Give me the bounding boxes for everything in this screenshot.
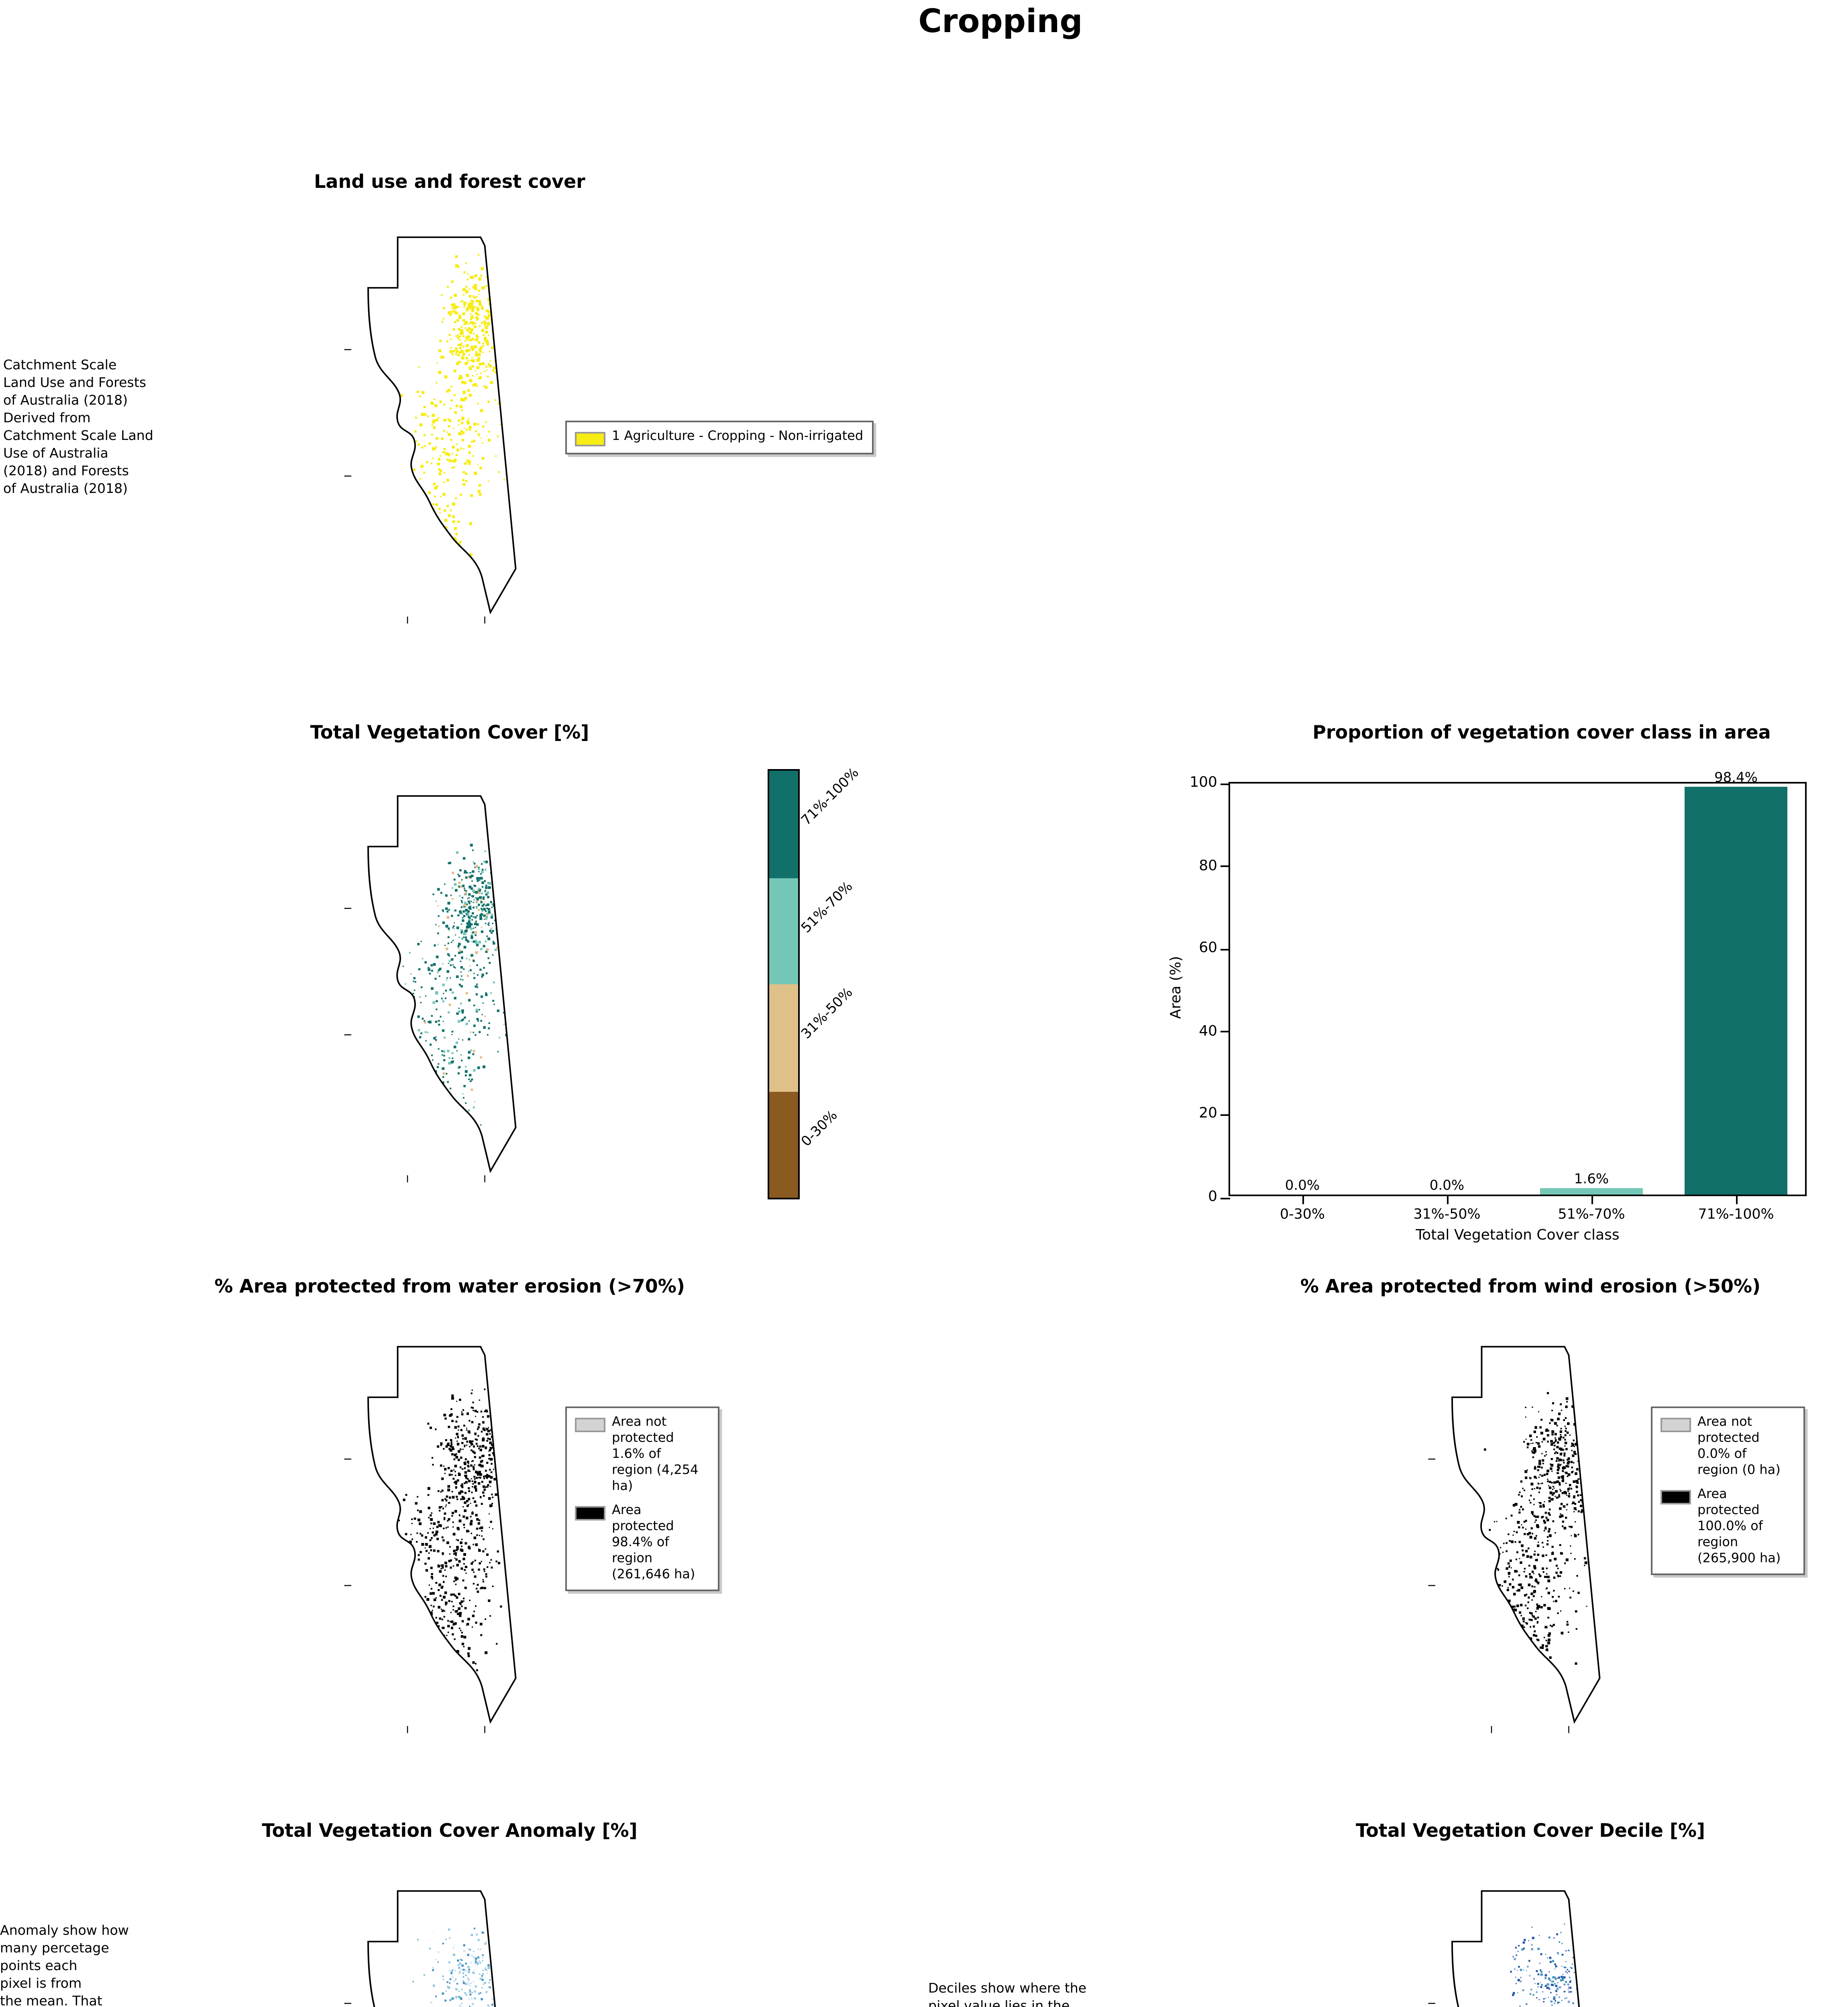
x-axis-tick-label: 51%-70%: [1558, 1207, 1625, 1223]
decile-title: Total Vegetation Cover Decile [%]: [1355, 1819, 1705, 1842]
legend-entry: Area protected 98.4% of region (261,646 …: [575, 1503, 710, 1583]
page-title: Cropping: [918, 2, 1083, 40]
legend-swatch-cropping: [575, 432, 605, 446]
legend-swatch-not-protected: [575, 1418, 605, 1432]
legend-entry: 1 Agriculture - Cropping - Non-irrigated: [575, 429, 863, 446]
water-erosion-title: % Area protected from water erosion (>70…: [214, 1275, 685, 1297]
x-axis-tick-label: 0-30%: [1280, 1207, 1325, 1223]
colorbar-class-label: 51%-70%: [799, 879, 857, 937]
bar-value-label: 0.0%: [1285, 1179, 1320, 1195]
proportion-chart-title: Proportion of vegetation cover class in …: [1312, 721, 1771, 743]
colorbar-class-label: 31%-50%: [799, 985, 857, 1044]
x-axis-tick-label: 31%-50%: [1413, 1207, 1481, 1223]
y-axis-tick-label: 0: [1208, 1190, 1217, 1206]
proportion-chart: 0 20 40 60 80 100 0.0% 0-30% 0.0% 31%-50% 1.6% 51%-…: [1190, 771, 1807, 1223]
landuse-title: Land use and forest cover: [314, 170, 585, 193]
legend-label-cropping: 1 Agriculture - Cropping - Non-irrigated: [612, 429, 864, 443]
y-axis-tick-label: 100: [1190, 776, 1217, 792]
legend-entry: Area not protected 0.0% of region (0 ha): [1661, 1415, 1795, 1479]
colorbar-class-label: 0-30%: [799, 1107, 841, 1150]
legend-swatch-protected: [1661, 1490, 1691, 1504]
x-axis-tick-label: 71%-100%: [1698, 1207, 1774, 1223]
y-axis-tick-label: 20: [1199, 1107, 1217, 1123]
y-axis-tick-label: 40: [1199, 1024, 1217, 1040]
water-erosion-map: [337, 1317, 562, 1753]
bar-value-label: 0.0%: [1429, 1179, 1465, 1195]
landuse-caption: Catchment Scale Land Use and Forests of …: [3, 356, 153, 496]
y-axis-tick-label: 80: [1199, 858, 1217, 875]
legend-label-protected: Area protected 100.0% of region (265,900…: [1697, 1487, 1781, 1565]
bar-71%-100%: [1684, 787, 1788, 1195]
legend-swatch-not-protected: [1661, 1418, 1691, 1432]
bar-value-label: 98.4%: [1714, 771, 1758, 787]
anomaly-title: Total Vegetation Cover Anomaly [%]: [262, 1819, 638, 1842]
legend-label-protected: Area protected 98.4% of region (261,646 …: [612, 1503, 695, 1582]
y-axis-tick-label: 60: [1199, 941, 1217, 957]
decile-caption: Deciles show where the pixel value lies …: [928, 1980, 1087, 2007]
water-erosion-legend: Area not protected 1.6% of region (4,254…: [565, 1407, 719, 1591]
bar-51%-70%: [1539, 1188, 1644, 1195]
anomaly-map: [337, 1861, 562, 2007]
chart-ylabel: Area (%): [1169, 956, 1185, 1019]
landuse-map: [337, 206, 562, 645]
vegcover-map: [337, 766, 562, 1203]
legend-label-not-protected: Area not protected 0.0% of region (0 ha): [1697, 1415, 1781, 1477]
decile-map: [1421, 1861, 1646, 2007]
bar-value-label: 1.6%: [1574, 1172, 1609, 1188]
anomaly-caption: Anomaly show how many percetage points e…: [0, 1922, 129, 2007]
colorbar-class-label: 71%-100%: [799, 765, 863, 830]
wind-erosion-legend: Area not protected 0.0% of region (0 ha)…: [1651, 1407, 1805, 1575]
wind-erosion-map: [1421, 1317, 1646, 1753]
legend-label-not-protected: Area not protected 1.6% of region (4,254…: [612, 1415, 699, 1493]
vegcover-title: Total Vegetation Cover [%]: [310, 721, 589, 743]
vegcover-colorbar: 71%-100% 51%-70% 31%-50% 0-30%: [768, 766, 863, 1199]
legend-entry: Area not protected 1.6% of region (4,254…: [575, 1415, 710, 1495]
wind-erosion-title: % Area protected from wind erosion (>50%…: [1300, 1275, 1761, 1297]
chart-xlabel: Total Vegetation Cover class: [1416, 1228, 1620, 1244]
legend-entry: Area protected 100.0% of region (265,900…: [1661, 1487, 1795, 1567]
landuse-legend: 1 Agriculture - Cropping - Non-irrigated: [565, 421, 873, 454]
legend-swatch-protected: [575, 1506, 605, 1521]
